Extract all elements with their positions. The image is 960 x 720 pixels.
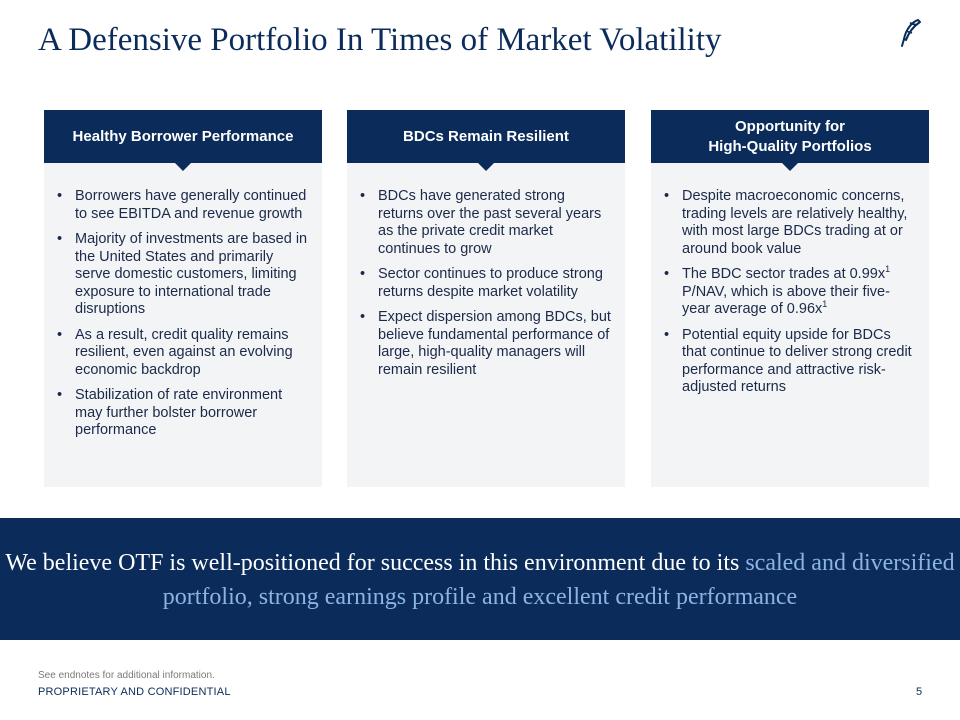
bullet-item: Stabilization of rate environment may fu… — [57, 387, 308, 440]
banner-text: We believe OTF is well-positioned for su… — [5, 550, 746, 576]
card-header: Healthy Borrower Performance — [44, 110, 322, 171]
bullet-text: P/NAV, which is above their five-year av… — [682, 283, 890, 318]
footnote-marker: 1 — [822, 299, 828, 310]
card-header-line: Opportunity for — [735, 117, 845, 135]
confidential-label: PROPRIETARY AND CONFIDENTIAL — [38, 686, 231, 698]
bullet-list: BDCs have generated strong returns over … — [347, 163, 625, 379]
card-header: BDCs Remain Resilient — [347, 110, 625, 171]
bullet-item: Borrowers have generally continued to se… — [57, 188, 308, 223]
bullet-item: BDCs have generated strong returns over … — [360, 188, 611, 258]
bullet-text: The BDC sector trades at 0.99x — [682, 266, 886, 282]
bullet-list: Borrowers have generally continued to se… — [44, 163, 322, 440]
bullet-item: The BDC sector trades at 0.99x1 P/NAV, w… — [664, 264, 915, 319]
banner-highlight: scaled and diversified portfolio, strong… — [162, 550, 955, 610]
bullet-item: Despite macroeconomic concerns, trading … — [664, 188, 915, 258]
bullet-item: Potential equity upside for BDCs that co… — [664, 327, 915, 397]
page-number: 5 — [916, 686, 923, 698]
quill-pen-icon — [901, 19, 921, 47]
bullet-list: Despite macroeconomic concerns, trading … — [651, 163, 929, 397]
bullet-item: As a result, credit quality remains resi… — [57, 327, 308, 380]
card-bdcs-resilient: BDCs Remain Resilient BDCs have generate… — [347, 110, 625, 487]
bullet-item: Sector continues to produce strong retur… — [360, 266, 611, 301]
footnote-marker: 1 — [885, 264, 891, 275]
bullet-item: Expect dispersion among BDCs, but believ… — [360, 309, 611, 379]
card-high-quality-portfolios: Opportunity for High-Quality Portfolios … — [651, 110, 929, 487]
card-header: Opportunity for High-Quality Portfolios — [651, 110, 929, 171]
card-healthy-borrower: Healthy Borrower Performance Borrowers h… — [44, 110, 322, 487]
card-header-line: High-Quality Portfolios — [708, 137, 872, 155]
bullet-item: Majority of investments are based in the… — [57, 231, 308, 319]
slide-title: A Defensive Portfolio In Times of Market… — [38, 22, 722, 58]
endnote-text: See endnotes for additional information. — [38, 670, 215, 681]
conclusion-banner: We believe OTF is well-positioned for su… — [0, 518, 960, 640]
